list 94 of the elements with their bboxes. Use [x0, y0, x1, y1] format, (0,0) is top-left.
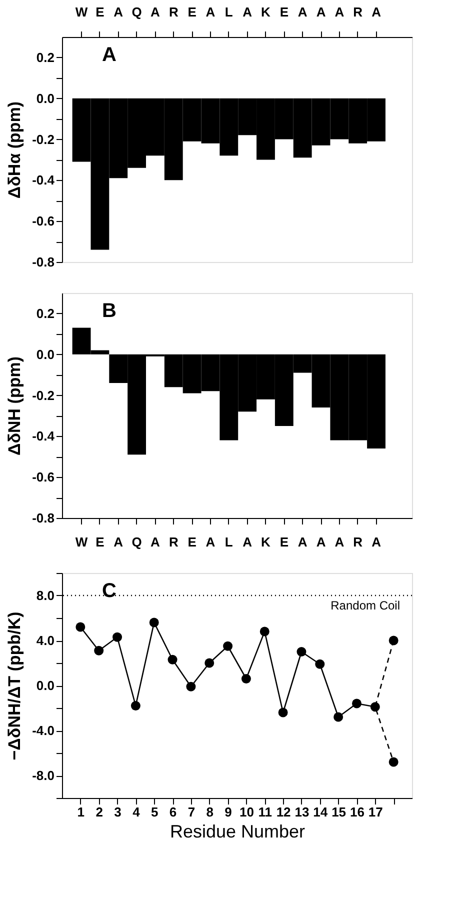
- point: [278, 708, 288, 718]
- x-tick-label: 10: [239, 804, 254, 820]
- x-tick-label: 17: [368, 804, 383, 820]
- x-tick-label: A: [206, 534, 216, 550]
- x-tick-label: A: [372, 4, 382, 20]
- point: [76, 622, 86, 632]
- x-tick-label: A: [114, 534, 124, 550]
- x-tick-label: 4: [132, 804, 141, 820]
- y-axis-title: −ΔδNH/ΔT (ppb/K): [5, 612, 24, 760]
- x-tick-label: Q: [132, 4, 142, 20]
- x-tick-label: E: [96, 4, 105, 20]
- x-tick-label: 1: [77, 804, 85, 820]
- x-tick-label: 3: [114, 804, 122, 820]
- y-tick-label: -0.6: [32, 214, 54, 229]
- y-tick-label: -0.2: [32, 388, 54, 403]
- x-tick-label: K: [261, 534, 272, 550]
- x-tick-label: W: [75, 534, 88, 550]
- x-tick-label: A: [372, 534, 382, 550]
- x-tick-label: R: [353, 4, 364, 20]
- x-tick-label: A: [114, 4, 124, 20]
- point: [352, 698, 362, 708]
- x-tick-label: 12: [276, 804, 291, 820]
- x-axis-title: Residue Number: [170, 822, 306, 842]
- x-tick-label: Q: [132, 534, 142, 550]
- annotation: B: [102, 300, 116, 322]
- y-tick-label: -4.0: [32, 723, 54, 738]
- y-tick-label: 0.0: [36, 90, 54, 106]
- x-tick-label: 13: [294, 804, 310, 820]
- y-tick-label: -0.2: [32, 132, 54, 147]
- x-tick-label: 9: [224, 804, 232, 820]
- ref-line-label: Random Coil: [330, 598, 400, 612]
- point: [204, 658, 214, 668]
- x-tick-label: A: [298, 534, 308, 550]
- x-tick-label: E: [280, 534, 289, 550]
- x-tick-label: E: [188, 534, 197, 550]
- point: [260, 626, 270, 636]
- x-tick-label: 2: [96, 804, 103, 820]
- x-tick-label: 15: [332, 804, 346, 820]
- x-tick-label: A: [242, 4, 253, 20]
- x-tick-label: 8: [206, 804, 214, 820]
- y-axis-title: ΔδHα (ppm): [5, 101, 24, 199]
- point: [388, 757, 398, 767]
- x-tick-label: 7: [188, 804, 196, 820]
- y-tick-label: 0.0: [36, 346, 54, 362]
- point: [315, 659, 325, 669]
- x-tick-label: A: [334, 4, 345, 20]
- x-tick-label: W: [75, 4, 88, 20]
- x-tick-label: R: [168, 534, 179, 550]
- y-tick-label: 0.2: [36, 50, 54, 65]
- x-tick-label: A: [334, 534, 345, 550]
- point: [334, 712, 344, 722]
- x-tick-label: 16: [350, 804, 364, 820]
- x-tick-label: 14: [313, 804, 328, 820]
- annotation: C: [102, 580, 116, 602]
- y-tick-label: 0.0: [36, 678, 54, 693]
- x-tick-label: A: [150, 534, 161, 550]
- point: [112, 632, 122, 642]
- y-tick-label: 4.0: [36, 633, 54, 648]
- x-tick-label: 5: [150, 804, 158, 820]
- point: [168, 654, 178, 664]
- x-tick-label: L: [224, 4, 233, 20]
- x-tick-label: K: [261, 4, 272, 20]
- x-tick-label: R: [168, 4, 179, 20]
- point: [296, 647, 306, 656]
- point: [94, 646, 104, 656]
- point: [223, 641, 233, 651]
- x-tick-label: A: [316, 4, 326, 20]
- x-tick-label: A: [206, 4, 216, 20]
- point: [130, 701, 140, 710]
- y-tick-label: -0.8: [32, 254, 54, 270]
- x-tick-label: A: [242, 534, 253, 550]
- y-tick-label: -0.4: [32, 172, 56, 188]
- x-tick-label: A: [298, 4, 308, 20]
- x-tick-label: 6: [169, 804, 177, 820]
- y-axis-title: ΔδNH (ppm): [5, 356, 24, 456]
- x-tick-label: E: [96, 534, 105, 550]
- y-tick-label: -0.8: [32, 510, 54, 526]
- point: [149, 618, 159, 628]
- x-tick-label: L: [224, 534, 233, 550]
- y-tick-label: 0.2: [36, 306, 54, 321]
- x-tick-label: R: [353, 534, 364, 550]
- x-tick-label: E: [188, 4, 197, 20]
- y-tick-label: -0.4: [32, 428, 56, 444]
- point: [388, 636, 398, 646]
- y-tick-label: 8.0: [36, 588, 54, 603]
- x-tick-label: A: [150, 4, 161, 20]
- annotation: A: [102, 44, 116, 66]
- y-tick-label: -0.6: [32, 470, 54, 485]
- point: [241, 674, 251, 684]
- y-tick-label: -8.0: [32, 768, 54, 783]
- x-tick-label: 11: [258, 804, 272, 820]
- point: [186, 682, 196, 692]
- x-tick-label: E: [280, 4, 289, 20]
- x-tick-label: A: [316, 534, 326, 550]
